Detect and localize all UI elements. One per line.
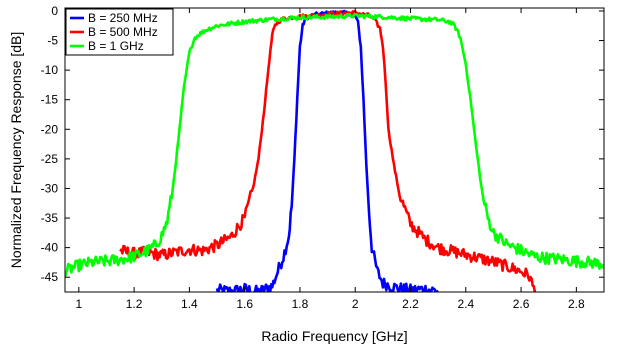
y-tick-label: -25 bbox=[41, 152, 59, 166]
x-tick-label: 1.8 bbox=[292, 297, 309, 311]
y-tick-label: -35 bbox=[41, 211, 59, 225]
plot-lines bbox=[65, 9, 604, 292]
x-tick-label: 2.8 bbox=[568, 297, 585, 311]
x-axis-label: Radio Frequency [GHz] bbox=[261, 328, 407, 344]
y-tick-label: -45 bbox=[41, 270, 59, 284]
series-line-2 bbox=[119, 9, 537, 292]
y-axis-label: Normalized Frequency Response [dB] bbox=[8, 32, 24, 269]
y-tick-label: -15 bbox=[41, 93, 59, 107]
series-line-1 bbox=[215, 9, 439, 292]
plot-frame bbox=[64, 7, 605, 293]
x-axis-ticks: 1 1.2 1.4 1.6 1.8 2 2.2 2.4 2.6 2.8 bbox=[75, 8, 585, 311]
x-tick-label: 2.6 bbox=[513, 297, 530, 311]
x-tick-label: 1.2 bbox=[126, 297, 143, 311]
y-tick-label: -10 bbox=[41, 63, 59, 77]
y-tick-label: -5 bbox=[47, 34, 58, 48]
y-tick-label: -30 bbox=[41, 181, 59, 195]
x-tick-label: 2.2 bbox=[402, 297, 419, 311]
x-tick-label: 1.6 bbox=[236, 297, 253, 311]
y-tick-label: 0 bbox=[51, 4, 58, 18]
y-tick-label: -20 bbox=[41, 122, 59, 136]
y-axis-ticks: 0 -5 -10 -15 -20 -25 -30 -35 -40 -45 bbox=[41, 4, 604, 284]
series-line-3 bbox=[65, 12, 604, 278]
x-tick-label: 1.4 bbox=[181, 297, 198, 311]
legend-entry: B = 250 MHz bbox=[88, 11, 158, 25]
legend-entry: B = 500 MHz bbox=[88, 25, 158, 39]
legend-entry: B = 1 GHz bbox=[88, 39, 144, 53]
x-tick-label: 2 bbox=[352, 297, 359, 311]
x-tick-label: 2.4 bbox=[457, 297, 474, 311]
y-tick-label: -40 bbox=[41, 241, 59, 255]
x-tick-label: 1 bbox=[75, 297, 82, 311]
